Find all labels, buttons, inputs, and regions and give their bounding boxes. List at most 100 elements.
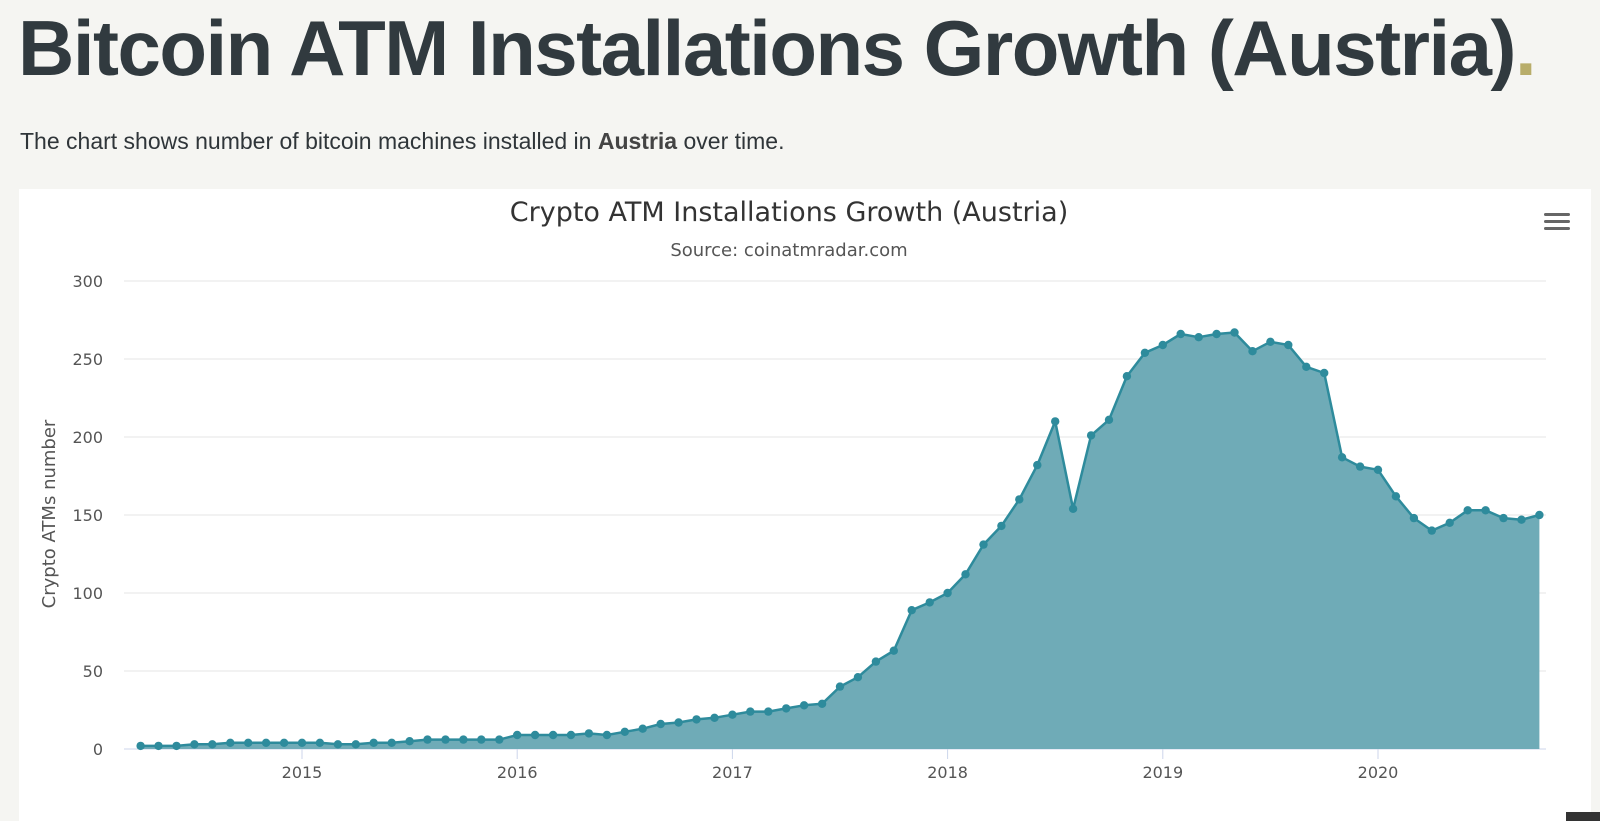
data-point xyxy=(297,738,307,747)
chart-card: Crypto ATM Installations Growth (Austria… xyxy=(19,189,1591,821)
series-area-fill xyxy=(140,332,1540,749)
hamburger-icon-bar xyxy=(1544,213,1570,216)
data-point xyxy=(710,713,719,722)
data-point xyxy=(369,738,378,747)
data-point xyxy=(405,737,414,746)
y-axis-label: Crypto ATMs number xyxy=(39,419,60,608)
data-point xyxy=(530,730,540,740)
data-point xyxy=(441,735,450,744)
x-tick-label: 2016 xyxy=(497,763,538,782)
x-tick-label: 2019 xyxy=(1142,763,1183,782)
data-point xyxy=(889,646,898,655)
data-point xyxy=(1409,513,1419,523)
x-tick-label: 2020 xyxy=(1358,763,1399,782)
data-point xyxy=(495,735,504,744)
data-point xyxy=(1248,347,1257,356)
intro-country: Austria xyxy=(597,128,678,154)
data-point xyxy=(584,729,594,738)
data-point xyxy=(764,707,773,716)
x-tick-label: 2015 xyxy=(282,763,323,782)
data-point xyxy=(477,735,486,744)
data-point xyxy=(1158,340,1168,350)
data-point xyxy=(513,730,522,740)
data-point xyxy=(1140,348,1150,357)
data-point xyxy=(172,741,181,751)
data-point xyxy=(1104,415,1114,424)
hamburger-icon-bar xyxy=(1544,227,1570,230)
page-title: Bitcoin ATM Installations Growth (Austri… xyxy=(18,0,1537,96)
data-point xyxy=(1481,506,1490,515)
hamburger-icon-bar xyxy=(1544,220,1570,223)
data-point xyxy=(1015,495,1024,504)
data-point xyxy=(226,738,235,747)
series-points xyxy=(136,328,1544,751)
data-point xyxy=(853,673,863,682)
data-point xyxy=(979,540,988,549)
data-point xyxy=(1463,506,1472,515)
data-point xyxy=(1445,518,1454,527)
data-point xyxy=(1337,453,1347,462)
data-point xyxy=(154,741,163,751)
data-point xyxy=(746,707,755,716)
corner-widget xyxy=(1566,812,1600,821)
data-point xyxy=(1266,337,1275,346)
data-point xyxy=(602,730,612,740)
chart-subtitle: Source: coinatmradar.com xyxy=(670,240,907,261)
data-point xyxy=(1517,515,1526,524)
data-point xyxy=(315,738,325,747)
y-tick-label: 200 xyxy=(72,428,103,447)
data-point xyxy=(1391,492,1401,501)
data-point xyxy=(620,727,629,736)
data-point xyxy=(1086,431,1096,440)
y-tick-label: 50 xyxy=(83,662,103,681)
data-point xyxy=(1499,513,1508,523)
data-point xyxy=(782,704,791,713)
grid-lines xyxy=(124,280,1546,750)
intro-text-after: over time. xyxy=(677,128,785,154)
chart-menu-button[interactable] xyxy=(1544,213,1570,235)
chart-title: Crypto ATM Installations Growth (Austria… xyxy=(510,197,1068,228)
data-point xyxy=(333,740,343,749)
y-axis-ticks: 0 50 100 150 200 250 300 xyxy=(72,272,103,759)
data-point xyxy=(1284,340,1293,350)
data-point xyxy=(871,657,881,666)
data-point xyxy=(261,738,271,747)
data-point xyxy=(1122,372,1132,381)
y-tick-label: 150 xyxy=(72,506,103,525)
data-point xyxy=(136,741,145,751)
data-point xyxy=(459,735,468,744)
data-point xyxy=(943,588,952,598)
data-point xyxy=(1194,333,1203,342)
data-point xyxy=(692,715,701,724)
x-tick-label: 2018 xyxy=(927,763,968,782)
page-title-text: Bitcoin ATM Installations Growth (Austri… xyxy=(18,4,1517,92)
data-point xyxy=(997,521,1006,531)
y-tick-label: 300 xyxy=(72,272,103,291)
data-point xyxy=(279,738,289,747)
data-point xyxy=(1373,465,1383,474)
data-point xyxy=(566,730,576,740)
data-point xyxy=(1230,328,1239,337)
y-tick-label: 100 xyxy=(72,584,103,603)
data-point xyxy=(925,598,934,607)
data-point xyxy=(423,735,432,744)
intro-text: The chart shows number of bitcoin machin… xyxy=(20,128,784,155)
data-point xyxy=(244,738,253,747)
data-point xyxy=(1355,462,1365,471)
data-point xyxy=(1051,417,1060,426)
data-point xyxy=(638,724,647,733)
chart-svg: Crypto ATM Installations Growth (Austria… xyxy=(39,197,1546,782)
data-point xyxy=(961,570,970,579)
data-point xyxy=(351,740,360,749)
data-point xyxy=(1320,368,1329,378)
data-point xyxy=(656,719,665,729)
data-point xyxy=(190,740,199,749)
data-point xyxy=(208,740,217,749)
data-point xyxy=(1176,329,1185,339)
data-point xyxy=(1212,329,1221,339)
y-tick-label: 250 xyxy=(72,350,103,369)
data-point xyxy=(907,606,916,615)
y-tick-label: 0 xyxy=(93,740,103,759)
data-point xyxy=(1427,526,1437,535)
data-point xyxy=(1535,510,1544,520)
